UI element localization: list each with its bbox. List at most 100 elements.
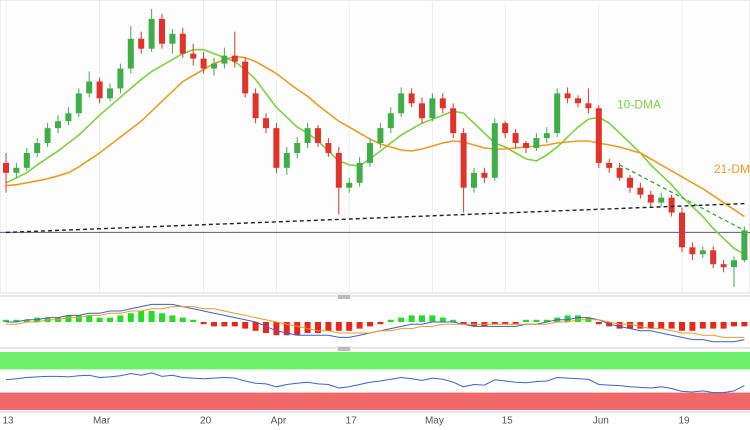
candle-body [179,33,186,54]
macd-bar [377,322,384,325]
macd-bar [710,322,717,329]
macd-bar [107,317,113,322]
candle-body [304,128,311,144]
macd-bar [346,322,353,331]
candle-body [346,182,353,188]
x-tick-label: 19 [678,416,690,427]
candle-body [564,93,571,99]
candle-body [450,108,457,134]
candle-body [668,197,675,213]
candle-body [96,81,103,99]
candle-body [273,128,280,168]
candle-body [647,194,654,203]
macd-bar [117,315,124,322]
macd-bar [450,319,457,322]
macd-bar [491,322,498,325]
x-tick-label: Mar [93,416,111,427]
candle-body [377,128,384,144]
candle-body [637,187,644,195]
macd-bar [460,322,467,325]
candle-body [699,250,706,255]
panel-handle[interactable] [336,294,352,299]
candle-body [13,167,20,173]
x-tick-label: May [425,416,444,427]
candle-body [315,128,321,144]
macd-bar [273,322,280,336]
macd-bar [138,311,145,322]
candle-body [211,63,217,69]
macd-bar [533,319,540,322]
candle-body [65,113,72,122]
macd-bar [221,322,228,327]
macd-bar [616,322,623,329]
macd-bar [23,319,30,322]
macd-bar [75,315,82,322]
candle-body [502,123,509,134]
macd-bar [325,322,332,331]
macd-bar [627,322,633,329]
macd-bar [96,317,103,322]
candle-body [75,93,82,114]
candle-body [471,172,477,188]
candle-body [159,18,165,44]
candle-body [190,53,197,59]
macd-bar [679,322,685,331]
candle-body [169,33,176,44]
macd-bar [689,322,696,331]
macd-bar [304,322,311,333]
macd-bar [283,322,290,336]
candle-body [554,93,561,134]
candle-body [55,121,61,129]
candle-body [335,152,342,188]
panel-handle[interactable] [336,346,352,351]
candle-body [398,93,405,114]
candle-body [741,230,748,261]
macd-bar [564,315,571,322]
x-tick-label: 15 [502,416,514,427]
macd-bar [408,315,415,322]
candle-body [460,133,467,188]
macd-bar [699,322,706,329]
candle-body [44,128,51,144]
candle-body [429,98,436,119]
rsi-line [5,372,745,394]
macd-bar [231,322,238,327]
price-frame [0,0,750,294]
candle-body [200,58,207,69]
candle-body [585,103,592,109]
macd-bar [335,322,342,331]
candle-body [543,133,550,139]
macd-bar [429,315,436,322]
candle-body [595,108,602,163]
macd-bar [190,319,197,322]
x-tick-label: Apr [271,416,287,427]
candle-body [263,118,269,129]
candle-body [512,133,519,144]
candle-body [481,172,488,178]
candle-body [34,143,41,153]
macd-bar [398,317,405,322]
candle-body [242,61,249,94]
candle-body [616,167,623,178]
candle-body [689,247,696,255]
macd-bar [86,315,93,322]
macd-line [6,303,745,343]
macd-bar [741,322,748,327]
macd-bar [543,319,550,322]
x-tick-label: 17 [346,416,358,427]
candle-body [294,143,301,153]
x-tick-label: 20 [200,416,212,427]
macd-bar [387,319,394,322]
macd-bar [3,319,9,322]
candle-body [148,18,155,49]
candle-body [491,123,498,178]
x-tick-label: 13 [2,416,14,427]
macd-bar [502,322,509,325]
candle-body [408,93,415,104]
macd-bar [65,315,72,322]
rsi-lower-band [0,392,750,410]
candle-body [439,98,446,109]
candle-body [606,162,613,168]
ma-line [5,48,745,255]
